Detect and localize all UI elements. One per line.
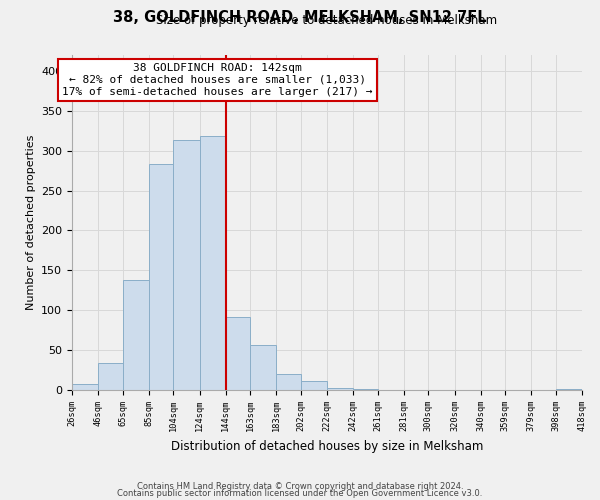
Bar [276, 374, 301, 390]
Title: Size of property relative to detached houses in Melksham: Size of property relative to detached ho… [157, 14, 497, 28]
Text: 38, GOLDFINCH ROAD, MELKSHAM, SN12 7FL: 38, GOLDFINCH ROAD, MELKSHAM, SN12 7FL [113, 10, 487, 25]
Bar [327, 388, 353, 390]
Bar [301, 381, 327, 390]
Text: 38 GOLDFINCH ROAD: 142sqm
← 82% of detached houses are smaller (1,033)
17% of se: 38 GOLDFINCH ROAD: 142sqm ← 82% of detac… [62, 64, 373, 96]
X-axis label: Distribution of detached houses by size in Melksham: Distribution of detached houses by size … [171, 440, 483, 452]
Bar [173, 140, 199, 390]
Bar [250, 344, 276, 390]
Bar [123, 280, 149, 390]
Bar [556, 389, 582, 390]
Bar [98, 363, 123, 390]
Bar [226, 318, 250, 390]
Y-axis label: Number of detached properties: Number of detached properties [26, 135, 35, 310]
Bar [199, 136, 226, 390]
Text: Contains public sector information licensed under the Open Government Licence v3: Contains public sector information licen… [118, 490, 482, 498]
Bar [149, 164, 173, 390]
Text: Contains HM Land Registry data © Crown copyright and database right 2024.: Contains HM Land Registry data © Crown c… [137, 482, 463, 491]
Bar [72, 384, 98, 390]
Bar [353, 389, 378, 390]
